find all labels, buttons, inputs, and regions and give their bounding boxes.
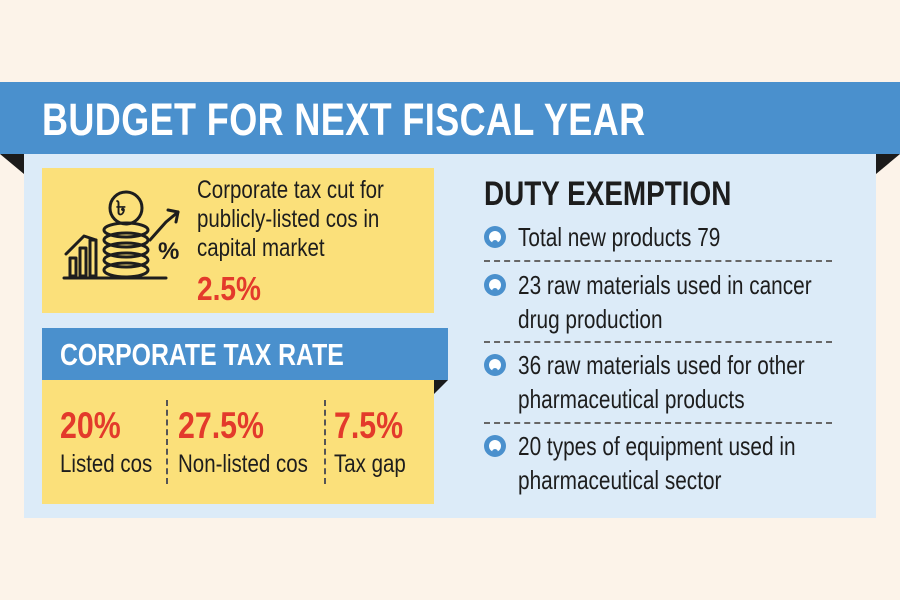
corporate-tax-rate-box	[42, 380, 434, 504]
duty-item-line: 20 types of equipment used in	[518, 431, 796, 461]
rate-column-listed: 20% Listed cos	[60, 404, 173, 480]
tax-cut-description: Corporate tax cut for publicly-listed co…	[197, 176, 457, 263]
banner-fold-right	[876, 154, 900, 174]
rate-label: Tax gap	[334, 450, 406, 478]
duty-divider	[484, 422, 832, 424]
tax-cut-line: capital market	[197, 234, 325, 262]
rate-value: 27.5%	[178, 405, 265, 446]
duty-exemption-title: DUTY EXEMPTION	[484, 175, 732, 213]
duty-item-line: pharmaceutical sector	[518, 465, 722, 495]
banner-fold-left	[0, 154, 24, 174]
bullet-icon	[484, 354, 506, 376]
duty-divider	[484, 341, 832, 343]
coin-symbol: ৳	[116, 198, 126, 220]
rate-column-tax-gap: 7.5% Tax gap	[334, 404, 422, 480]
corporate-tax-rate-banner: CORPORATE TAX RATE	[42, 328, 448, 380]
rate-banner-fold	[434, 380, 448, 394]
rate-label: Non-listed cos	[178, 450, 308, 478]
rate-divider	[166, 400, 168, 484]
tax-cut-line: publicly-listed cos in	[197, 205, 380, 233]
tax-cut-box	[42, 168, 434, 313]
rate-label: Listed cos	[60, 450, 153, 478]
duty-divider	[484, 260, 832, 262]
duty-item-line: drug production	[518, 304, 663, 334]
duty-item-line: Total new products 79	[518, 222, 721, 252]
page-title: BUDGET FOR NEXT FISCAL YEAR	[42, 94, 646, 145]
rate-value: 20%	[60, 405, 121, 446]
bullet-icon	[484, 226, 506, 248]
tax-cut-line: Corporate tax cut for	[197, 176, 384, 204]
tax-cut-value: 2.5%	[197, 270, 261, 307]
bullet-icon	[484, 435, 506, 457]
duty-item-line: pharmaceutical products	[518, 384, 745, 414]
rate-column-non-listed: 27.5% Non-listed cos	[178, 404, 336, 480]
duty-item-line: 36 raw materials used for other	[518, 350, 805, 380]
percent-symbol: %	[158, 238, 180, 265]
duty-item-line: 23 raw materials used in cancer	[518, 270, 812, 300]
header-banner: BUDGET FOR NEXT FISCAL YEAR	[0, 82, 900, 154]
rate-divider	[324, 400, 326, 484]
rate-value: 7.5%	[334, 405, 404, 446]
corporate-tax-rate-title: CORPORATE TAX RATE	[60, 337, 344, 372]
coin-stack-growth-icon: ৳ %	[62, 188, 190, 292]
bullet-icon	[484, 274, 506, 296]
